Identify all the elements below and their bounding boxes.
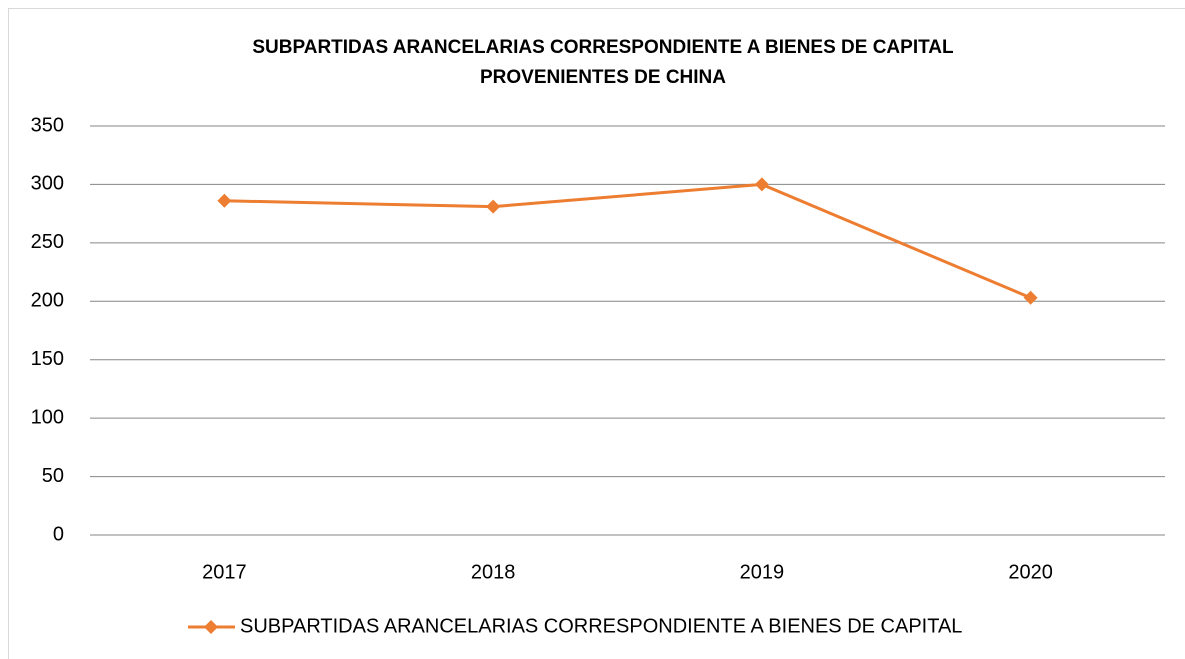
y-tick-label: 150	[31, 348, 64, 370]
x-tick-label: 2017	[202, 561, 247, 583]
y-tick-label: 200	[31, 290, 64, 312]
x-tick-label: 2019	[740, 561, 785, 583]
chart-frame	[8, 8, 1185, 659]
series-line	[224, 182, 1032, 300]
data-point	[754, 177, 769, 192]
data-point	[486, 199, 501, 214]
legend-label: SUBPARTIDAS ARANCELARIAS CORRESPONDIENTE…	[240, 615, 962, 637]
y-tick-label: 50	[42, 465, 64, 487]
chart-title: PROVENIENTES DE CHINA	[480, 67, 726, 88]
data-point	[217, 193, 232, 208]
y-tick-label: 350	[31, 114, 64, 136]
x-tick-label: 2020	[1008, 561, 1053, 583]
y-tick-label: 250	[31, 231, 64, 253]
y-tick-label: 0	[53, 523, 64, 545]
legend-marker	[204, 620, 218, 634]
x-tick-label: 2018	[471, 561, 516, 583]
y-tick-label: 300	[31, 173, 64, 195]
y-tick-label: 100	[31, 406, 64, 428]
data-point	[1023, 290, 1038, 305]
chart-title: SUBPARTIDAS ARANCELARIAS CORRESPONDIENTE…	[252, 37, 954, 58]
